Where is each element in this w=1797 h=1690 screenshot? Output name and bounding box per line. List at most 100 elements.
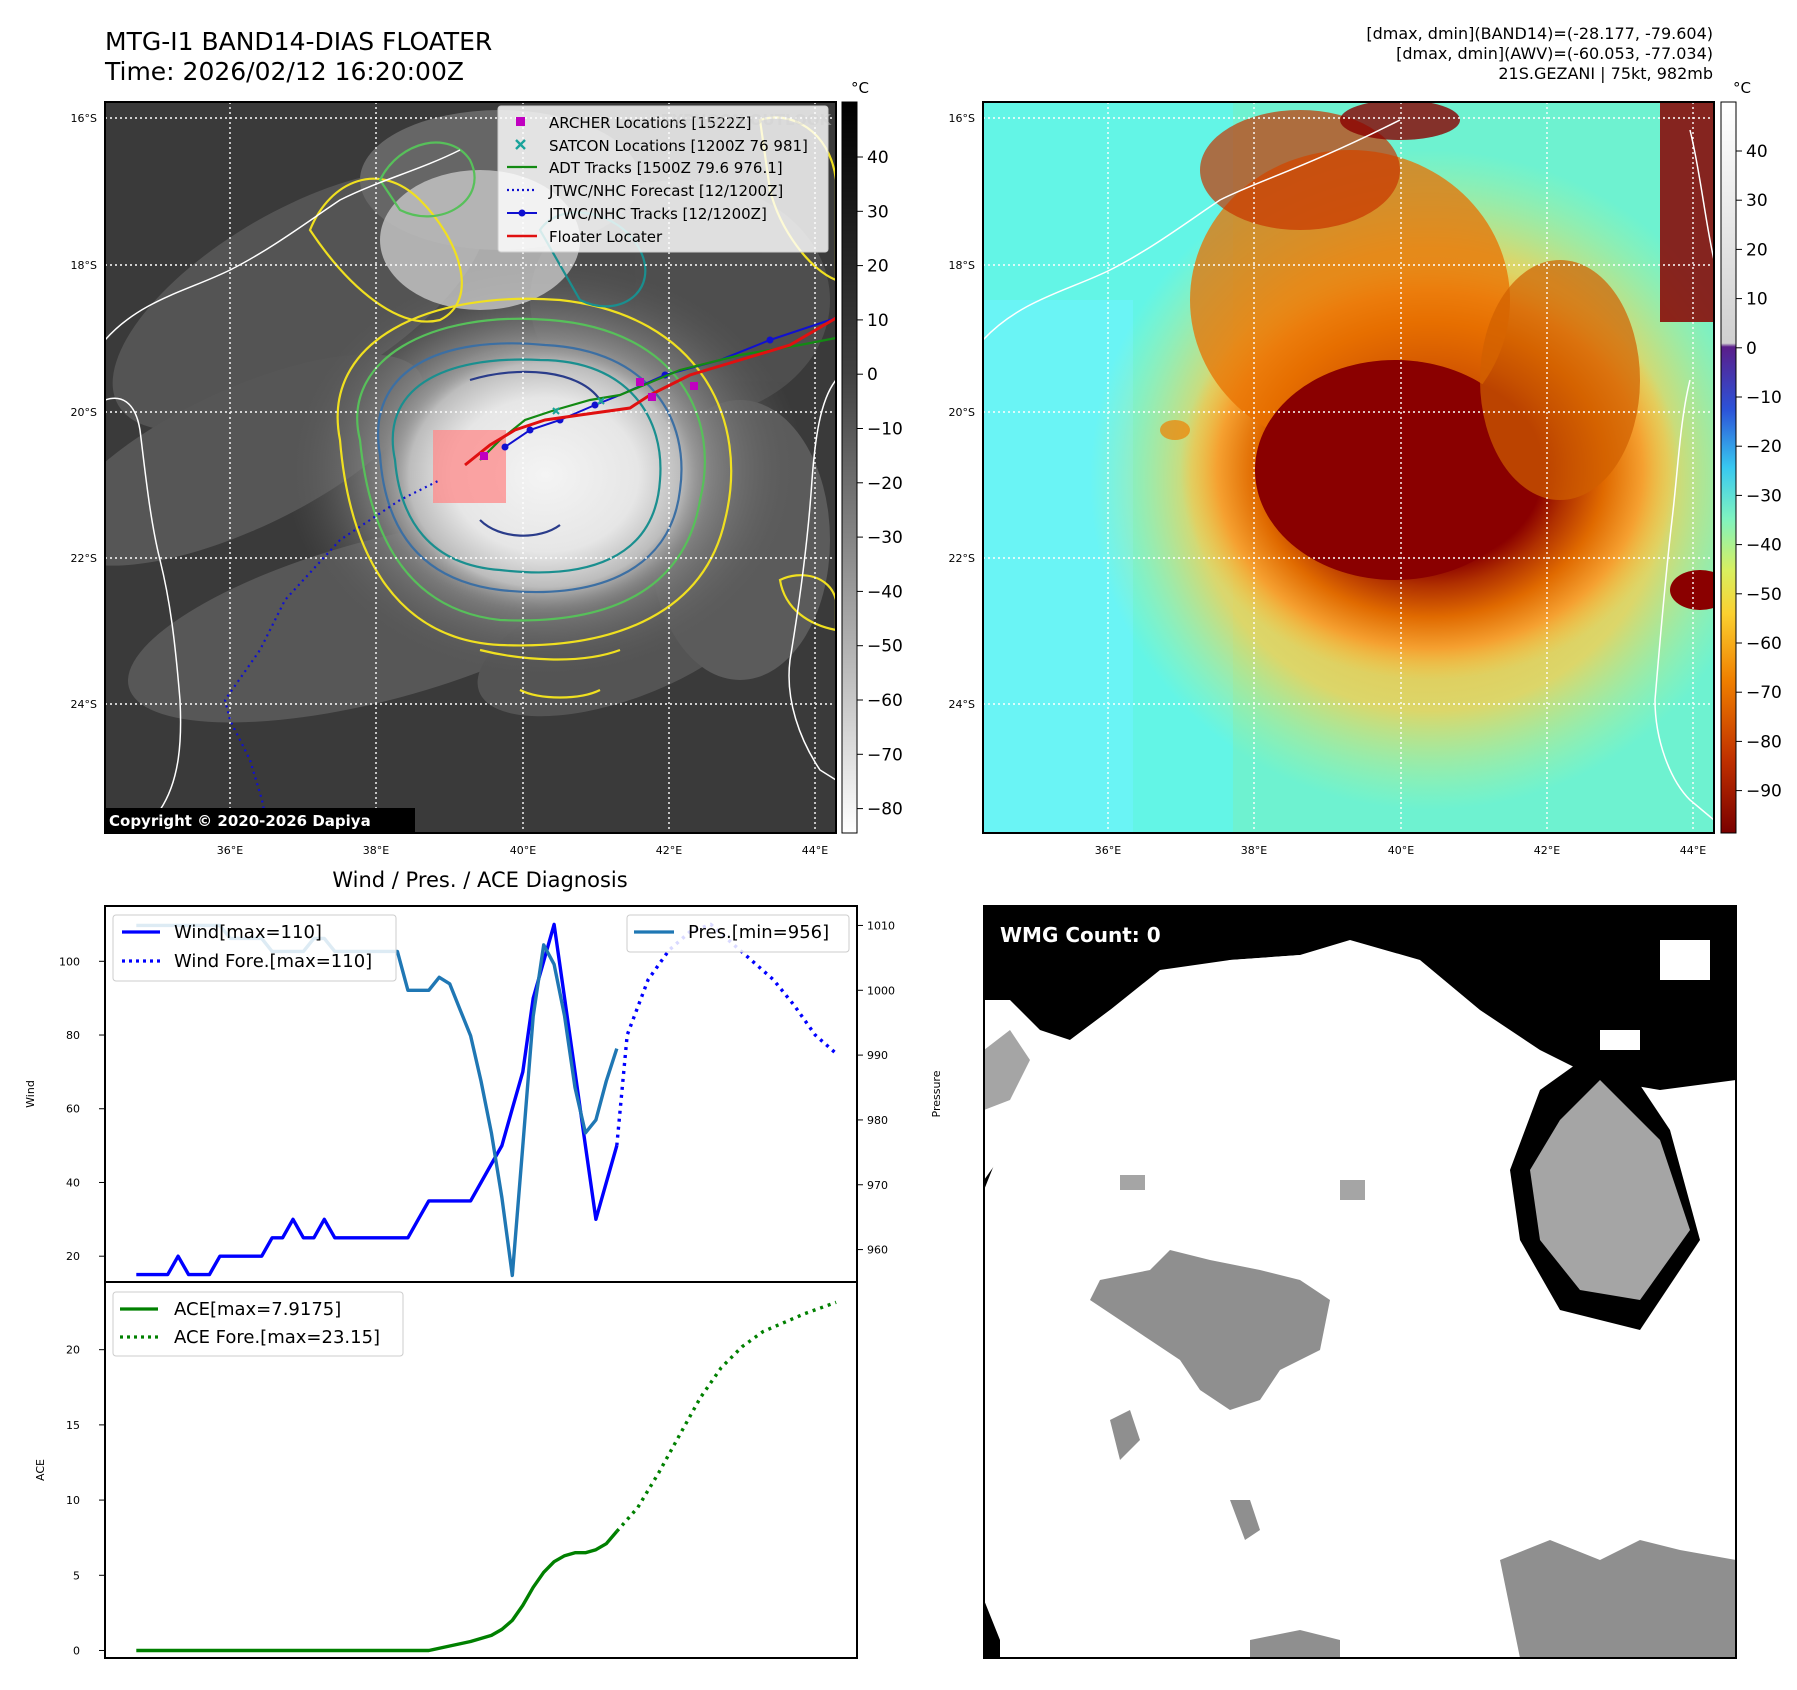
awv-colorbar-tick-label: 0 bbox=[1746, 339, 1757, 359]
legend-floater-label: Floater Locater bbox=[549, 228, 663, 246]
ace-series-line bbox=[136, 1530, 619, 1653]
awv-colorbar-tick-label: −90 bbox=[1746, 782, 1782, 802]
awv-gridlines bbox=[983, 102, 1714, 833]
pressure-axis-tick-label: 970 bbox=[867, 1179, 888, 1192]
legend-satcon-icon bbox=[515, 139, 526, 150]
wind-forecast-series-line bbox=[615, 922, 838, 1146]
ir-colorbar-unit: °C bbox=[851, 79, 869, 97]
diagnosis-title: Wind / Pres. / ACE Diagnosis bbox=[332, 868, 627, 892]
svg-text:24°S: 24°S bbox=[71, 698, 97, 711]
ace-axis-label: ACE bbox=[34, 1459, 47, 1481]
legend-adt-label: ADT Tracks [1500Z 79.6 976.1] bbox=[549, 159, 783, 177]
wind-axis-tick-label: 100 bbox=[59, 955, 80, 968]
ace-axis-tick-label: 5 bbox=[73, 1569, 80, 1582]
legend-satcon-label: SATCON Locations [1200Z 76 981] bbox=[549, 137, 808, 155]
pressure-axis-tick-label: 980 bbox=[867, 1114, 888, 1127]
wmg-gray-region-center bbox=[1090, 1250, 1330, 1410]
awv-range: [dmax, dmin](AWV)=(-60.053, -77.034) bbox=[1396, 44, 1713, 63]
copyright: Copyright © 2020-2026 Dapiya bbox=[109, 812, 371, 830]
wmg-frame bbox=[983, 905, 1737, 1659]
awv-colorbar-tick-label: −30 bbox=[1746, 486, 1782, 506]
ir-colorbar-tick-label: −50 bbox=[867, 637, 903, 657]
awv-colorbar-tick-label: 10 bbox=[1746, 290, 1768, 310]
pressure-legend: Pres.[min=956] bbox=[626, 914, 850, 953]
awv-colorbar-tick-label: −10 bbox=[1746, 388, 1782, 408]
figure-title: MTG-I1 BAND14-DIAS FLOATER bbox=[105, 27, 492, 56]
ir-colorbar-tick-label: −80 bbox=[867, 800, 903, 820]
svg-text:18°S: 18°S bbox=[71, 259, 97, 272]
satcon-points bbox=[552, 397, 605, 415]
pressure-axis-tick-label: 1000 bbox=[867, 984, 895, 997]
awv-colorbar-tick-label: 20 bbox=[1746, 240, 1768, 260]
ir-colorbar-tick-label: 30 bbox=[867, 202, 889, 222]
legend-ace-fore-label: ACE Fore.[max=23.15] bbox=[174, 1327, 380, 1348]
awv-colorbar-tick-label: −70 bbox=[1746, 683, 1782, 703]
wmg-gray-region-right bbox=[1530, 1080, 1690, 1300]
svg-text:44°E: 44°E bbox=[1680, 844, 1706, 857]
svg-text:42°E: 42°E bbox=[1534, 844, 1560, 857]
svg-text:42°E: 42°E bbox=[656, 844, 682, 857]
storm-id: 21S.GEZANI | 75kt, 982mb bbox=[1498, 64, 1713, 83]
ir-colorbar-tick-label: −20 bbox=[867, 474, 903, 494]
legend-pressure-label: Pres.[min=956] bbox=[688, 922, 829, 943]
legend-archer-label: ARCHER Locations [1522Z] bbox=[549, 114, 752, 132]
svg-text:20°S: 20°S bbox=[949, 406, 975, 419]
ir-colorbar-tick-label: 10 bbox=[867, 311, 889, 331]
copyright-box bbox=[105, 808, 415, 832]
ir-colorbar-tick-label: −70 bbox=[867, 745, 903, 765]
svg-text:44°E: 44°E bbox=[802, 844, 828, 857]
wmg-count-label: WMG Count: 0 bbox=[1000, 923, 1161, 947]
awv-map-panel: 16°S 18°S 20°S 22°S 24°S 36°E 38°E 40°E … bbox=[949, 79, 1782, 857]
watermark: TYPHOON OUTLOOK 2026 bbox=[662, 111, 878, 129]
pressure-axis-tick-label: 1010 bbox=[867, 919, 895, 932]
wind-axis-tick-label: 40 bbox=[66, 1176, 80, 1189]
ir-coastline bbox=[105, 149, 836, 833]
awv-colorbar-tick-label: −80 bbox=[1746, 732, 1782, 752]
svg-text:16°S: 16°S bbox=[71, 112, 97, 125]
legend-forecast-label: JTWC/NHC Forecast [12/1200Z] bbox=[548, 182, 783, 200]
svg-text:24°S: 24°S bbox=[949, 698, 975, 711]
figure-time: Time: 2026/02/12 16:20:00Z bbox=[104, 57, 464, 86]
ir-colorbar: °C 40 30 20 10 0 −10 −20 −30 −40 −50 −60 −70 −80 bbox=[841, 79, 903, 834]
ace-axis-tick-label: 20 bbox=[66, 1344, 80, 1357]
awv-lat-labels: 16°S 18°S 20°S 22°S 24°S bbox=[949, 112, 975, 711]
ir-gridlines bbox=[105, 102, 836, 833]
archer-points bbox=[480, 378, 698, 460]
awv-colorbar: °C 40 30 20 10 0 −10 −20 −30 −40 −50 −60 −70 −80 −90 bbox=[1720, 79, 1782, 834]
awv-lon-labels: 36°E 38°E 40°E 42°E 44°E bbox=[1095, 844, 1706, 857]
svg-text:38°E: 38°E bbox=[1241, 844, 1267, 857]
ir-lon-labels: 36°E 38°E 40°E 42°E 44°E bbox=[217, 844, 828, 857]
legend-wind-label: Wind[max=110] bbox=[174, 922, 322, 943]
svg-text:38°E: 38°E bbox=[363, 844, 389, 857]
ace-legend: ACE[max=7.9175] ACE Fore.[max=23.15] bbox=[112, 1291, 404, 1357]
wind-axis-label: Wind bbox=[24, 1080, 37, 1108]
awv-colorbar-tick-label: −40 bbox=[1746, 536, 1782, 556]
wind-pressure-chart: Wind Pressure 20 40 60 80 100 960 970 980 990 10… bbox=[24, 905, 943, 1283]
ir-colorbar-tick-label: 40 bbox=[867, 148, 889, 168]
awv-colorbar-tick-label: −50 bbox=[1746, 585, 1782, 605]
ir-lat-labels: 16°S 18°S 20°S 22°S 24°S bbox=[71, 112, 97, 711]
legend-archer-icon bbox=[516, 117, 525, 126]
awv-colorbar-unit: °C bbox=[1733, 79, 1751, 97]
ir-colorbar-tick-label: −30 bbox=[867, 528, 903, 548]
pressure-axis-label: Pressure bbox=[930, 1070, 943, 1117]
awv-colorbar-tick-label: −60 bbox=[1746, 634, 1782, 654]
pressure-axis-tick-label: 960 bbox=[867, 1244, 888, 1257]
legend-ace-label: ACE[max=7.9175] bbox=[174, 1299, 341, 1320]
ir-legend: ARCHER Locations [1522Z] SATCON Location… bbox=[497, 105, 829, 253]
ir-colorbar-tick-label: −60 bbox=[867, 691, 903, 711]
wind-axis-tick-label: 80 bbox=[66, 1029, 80, 1042]
ir-map-panel: ARCHER Locations [1522Z] SATCON Location… bbox=[71, 79, 903, 857]
ace-forecast-series-line bbox=[615, 1300, 837, 1533]
svg-text:20°S: 20°S bbox=[71, 406, 97, 419]
ace-axis-tick-label: 0 bbox=[73, 1644, 80, 1657]
wind-axis-tick-label: 20 bbox=[66, 1250, 80, 1263]
ace-chart: ACE 0 5 10 15 20 ACE[max=7.9175] ACE Fore.[m… bbox=[34, 1281, 858, 1659]
svg-text:22°S: 22°S bbox=[71, 552, 97, 565]
svg-text:40°E: 40°E bbox=[510, 844, 536, 857]
awv-colorbar-tick-label: 30 bbox=[1746, 191, 1768, 211]
svg-text:18°S: 18°S bbox=[949, 259, 975, 272]
awv-frame bbox=[982, 101, 1715, 834]
ir-frame bbox=[104, 101, 837, 834]
pressure-axis-tick-label: 990 bbox=[867, 1049, 888, 1062]
